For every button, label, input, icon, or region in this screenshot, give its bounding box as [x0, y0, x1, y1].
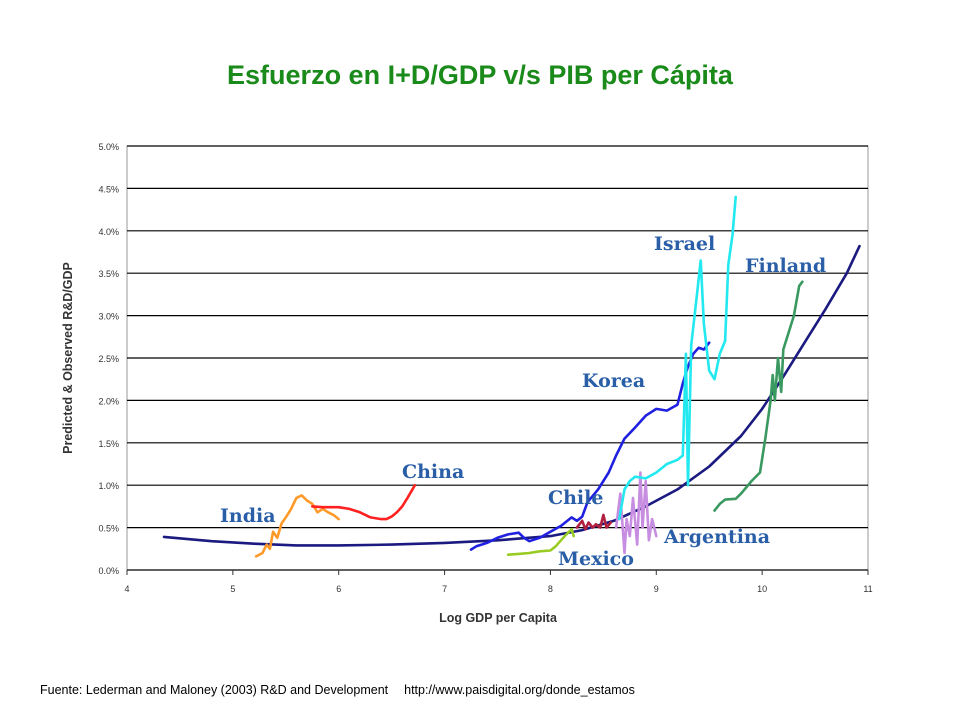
y-tick-label: 4.5% — [98, 184, 119, 194]
x-tick-label: 7 — [442, 584, 447, 594]
series-line-argentina — [614, 471, 658, 555]
series-label-mexico: Mexico — [558, 548, 634, 570]
series-lines — [162, 195, 861, 558]
y-tick-label: 4.0% — [98, 227, 119, 237]
series-line-predicted-curve — [162, 244, 861, 547]
x-tick-label: 8 — [548, 584, 553, 594]
series-label-india: India — [220, 505, 276, 527]
y-tick-label: 3.0% — [98, 312, 119, 322]
y-tick-label: 0.0% — [98, 566, 119, 576]
x-tick-labels: 4 5 6 7 8 9 10 11 — [124, 584, 872, 594]
y-tick-label: 2.5% — [98, 354, 119, 364]
series-line-korea — [469, 341, 711, 551]
series-labels: India China Korea Chile Mexico Argentina Israe… — [220, 233, 826, 570]
y-tick-labels: 0.0% 0.5% 1.0% 1.5% 2.0% 2.5% 3.0% 3.5% 4.0% 4.5%… — [98, 142, 119, 576]
series-line-china — [310, 483, 417, 521]
y-tick-label: 1.0% — [98, 481, 119, 491]
x-tick-label: 5 — [230, 584, 235, 594]
series-line-finland — [713, 280, 804, 512]
series-label-chile: Chile — [548, 487, 603, 509]
grid-lines — [126, 145, 869, 575]
series-line-israel — [617, 195, 738, 521]
x-tick-label: 4 — [124, 584, 129, 594]
y-tick-label: 1.5% — [98, 439, 119, 449]
x-tick-label: 11 — [863, 584, 872, 594]
x-tick-label: 6 — [336, 584, 341, 594]
source-text: Fuente: Lederman and Maloney (2003) R&D … — [40, 683, 389, 697]
series-label-china: China — [402, 461, 464, 483]
series-line-chile — [575, 513, 613, 531]
series-label-israel: Israel — [654, 233, 715, 255]
source-note: Fuente: Lederman and Maloney (2003) R&D … — [40, 683, 635, 697]
x-tick-label: 10 — [757, 584, 767, 594]
y-tick-label: 5.0% — [98, 142, 119, 152]
series-line-mexico — [506, 527, 576, 557]
x-axis-label: Log GDP per Capita — [439, 611, 558, 625]
series-label-finland: Finland — [745, 255, 826, 277]
source-url: http://www.paisdigital.org/donde_estamos — [404, 683, 635, 697]
y-axis-label: Predicted & Observed R&D/GDP — [61, 262, 75, 454]
series-label-korea: Korea — [582, 370, 645, 392]
series-label-argentina: Argentina — [663, 526, 770, 548]
y-tick-label: 3.5% — [98, 269, 119, 279]
x-tick-label: 9 — [654, 584, 659, 594]
slide-title: Esfuerzo en I+D/GDP v/s PIB per Cápita — [227, 60, 733, 90]
y-tick-label: 0.5% — [98, 524, 119, 534]
series-line-india — [254, 494, 341, 558]
y-tick-label: 2.0% — [98, 396, 119, 406]
